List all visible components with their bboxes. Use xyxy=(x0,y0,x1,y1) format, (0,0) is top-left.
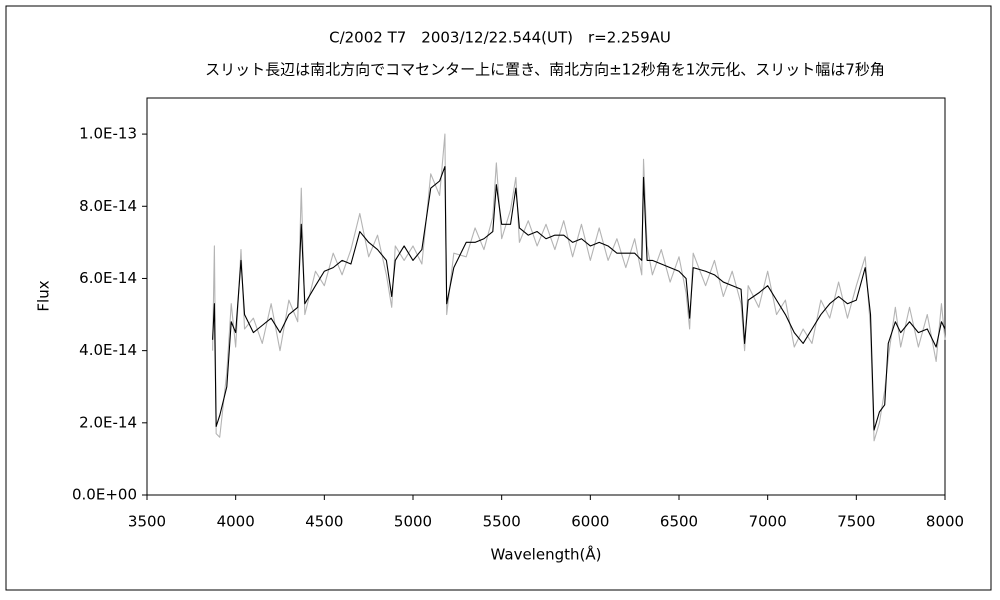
x-tick-label: 4000 xyxy=(217,513,255,531)
y-tick-label: 8.0E-14 xyxy=(79,197,137,215)
spectrum-line xyxy=(212,166,946,431)
x-tick-label: 5500 xyxy=(483,513,521,531)
x-tick-label: 4500 xyxy=(305,513,343,531)
chart-border xyxy=(5,5,992,591)
y-tick-label: 4.0E-14 xyxy=(79,341,137,359)
x-tick-label: 6500 xyxy=(660,513,698,531)
plot-area xyxy=(146,97,946,496)
chart-title: C/2002 T7 2003/12/22.544(UT) r=2.259AU xyxy=(329,29,671,47)
y-axis-label: Flux xyxy=(35,280,53,311)
spectrum-line xyxy=(212,133,946,442)
x-axis-label: Wavelength(Å) xyxy=(491,545,602,564)
x-tick-label: 6000 xyxy=(571,513,609,531)
y-tick-label: 0.0E+00 xyxy=(72,486,137,504)
y-tick-label: 6.0E-14 xyxy=(79,269,137,287)
chart-subtitle: スリット長辺は南北方向でコマセンター上に置き、南北方向±12秒角を1次元化、スリ… xyxy=(205,61,885,79)
x-tick-label: 5000 xyxy=(394,513,432,531)
x-tick-label: 7000 xyxy=(749,513,787,531)
x-tick-label: 3500 xyxy=(128,513,166,531)
y-tick-label: 2.0E-14 xyxy=(79,413,137,431)
x-tick-label: 8000 xyxy=(926,513,964,531)
y-tick-label: 1.0E-13 xyxy=(79,125,137,143)
x-tick-label: 7500 xyxy=(837,513,875,531)
